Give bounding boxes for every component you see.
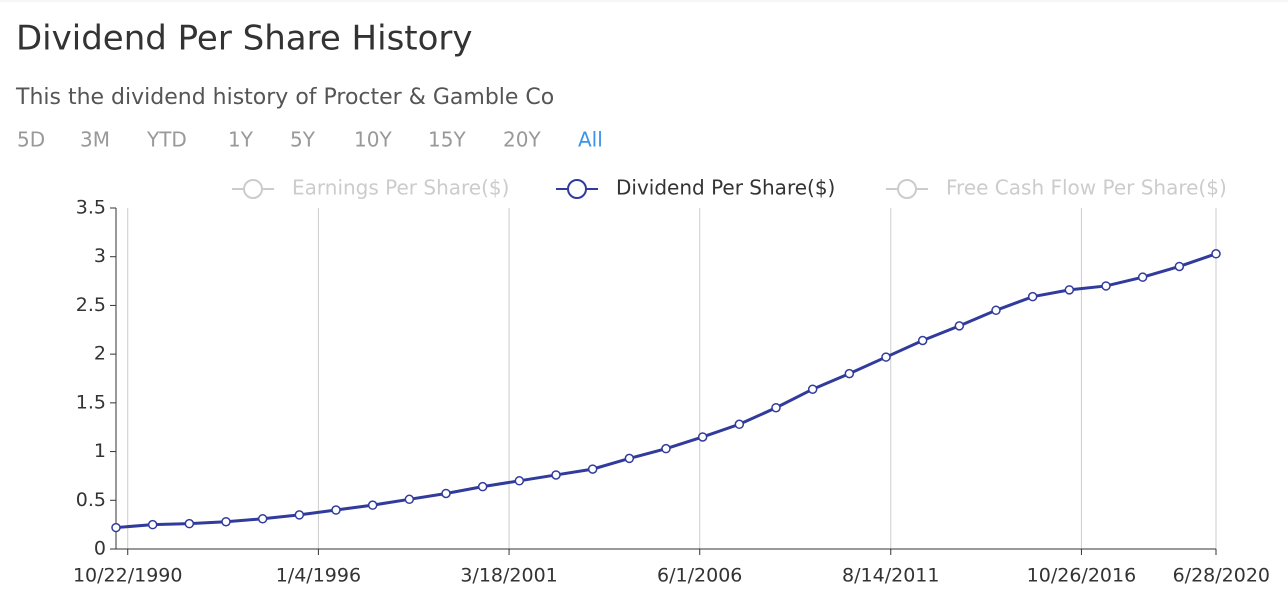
data-point (257, 514, 268, 524)
x-tick-label: 6/1/2006 (657, 565, 742, 587)
y-tick-label: 0 (94, 538, 106, 560)
data-point (587, 464, 598, 474)
x-tick-label: 6/28/2020 (1173, 565, 1270, 587)
data-point (1211, 249, 1221, 259)
x-tick-label: 8/14/2011 (842, 565, 939, 587)
range-button[interactable]: 5D (17, 128, 45, 152)
data-point (367, 500, 378, 510)
data-point (624, 453, 635, 464)
legend-label[interactable]: Dividend Per Share($) (616, 176, 835, 200)
data-point (477, 481, 488, 492)
data-point (771, 402, 781, 413)
legend-icon (897, 179, 917, 199)
data-point (1174, 261, 1185, 272)
y-tick-label: 2.5 (76, 294, 106, 316)
page-title: Dividend Per Share History (16, 19, 473, 59)
data-point (441, 488, 451, 499)
range-button[interactable]: YTD (146, 128, 187, 152)
data-point (1101, 281, 1111, 291)
series-line (115, 252, 1217, 530)
data-point (294, 510, 305, 520)
data-point (221, 516, 231, 527)
data-point (551, 470, 561, 480)
data-point (1064, 285, 1075, 295)
legend-icon (567, 179, 587, 199)
data-point (147, 519, 158, 530)
data-point (404, 494, 415, 505)
data-point (734, 419, 745, 430)
y-tick-label: 3.5 (76, 197, 106, 219)
data-point (697, 432, 708, 442)
y-tick-label: 2 (94, 343, 106, 365)
data-point (807, 384, 818, 394)
y-tick-label: 0.5 (76, 489, 106, 511)
data-point (514, 476, 525, 486)
x-tick-label: 10/22/1990 (73, 565, 183, 587)
y-tick-label: 3 (94, 245, 106, 267)
range-button[interactable]: 20Y (503, 128, 541, 152)
range-button[interactable]: 1Y (228, 128, 254, 152)
y-tick-label: 1.5 (76, 391, 106, 413)
range-button[interactable]: 10Y (354, 128, 392, 152)
data-point (954, 321, 965, 331)
data-point (184, 518, 195, 529)
legend-label[interactable]: Free Cash Flow Per Share($) (946, 176, 1227, 200)
y-tick-label: 1 (94, 440, 106, 462)
range-button[interactable]: 15Y (428, 128, 466, 152)
page-subtitle: This the dividend history of Procter & G… (15, 85, 554, 110)
x-tick-label: 3/18/2001 (460, 565, 557, 587)
legend-icon (243, 179, 263, 199)
data-point (331, 505, 341, 515)
data-point (1027, 291, 1038, 302)
data-point (881, 352, 891, 362)
range-button[interactable]: 3M (80, 128, 110, 152)
data-point (844, 368, 855, 379)
data-point (991, 305, 1001, 316)
data-point (917, 335, 928, 346)
x-tick-label: 10/26/2016 (1027, 565, 1137, 587)
range-button[interactable]: All (578, 128, 603, 152)
legend-label[interactable]: Earnings Per Share($) (292, 176, 509, 200)
data-point (111, 522, 121, 533)
range-button[interactable]: 5Y (290, 128, 316, 152)
data-point (661, 443, 671, 454)
data-point (1137, 272, 1148, 282)
x-tick-label: 1/4/1996 (276, 565, 361, 587)
